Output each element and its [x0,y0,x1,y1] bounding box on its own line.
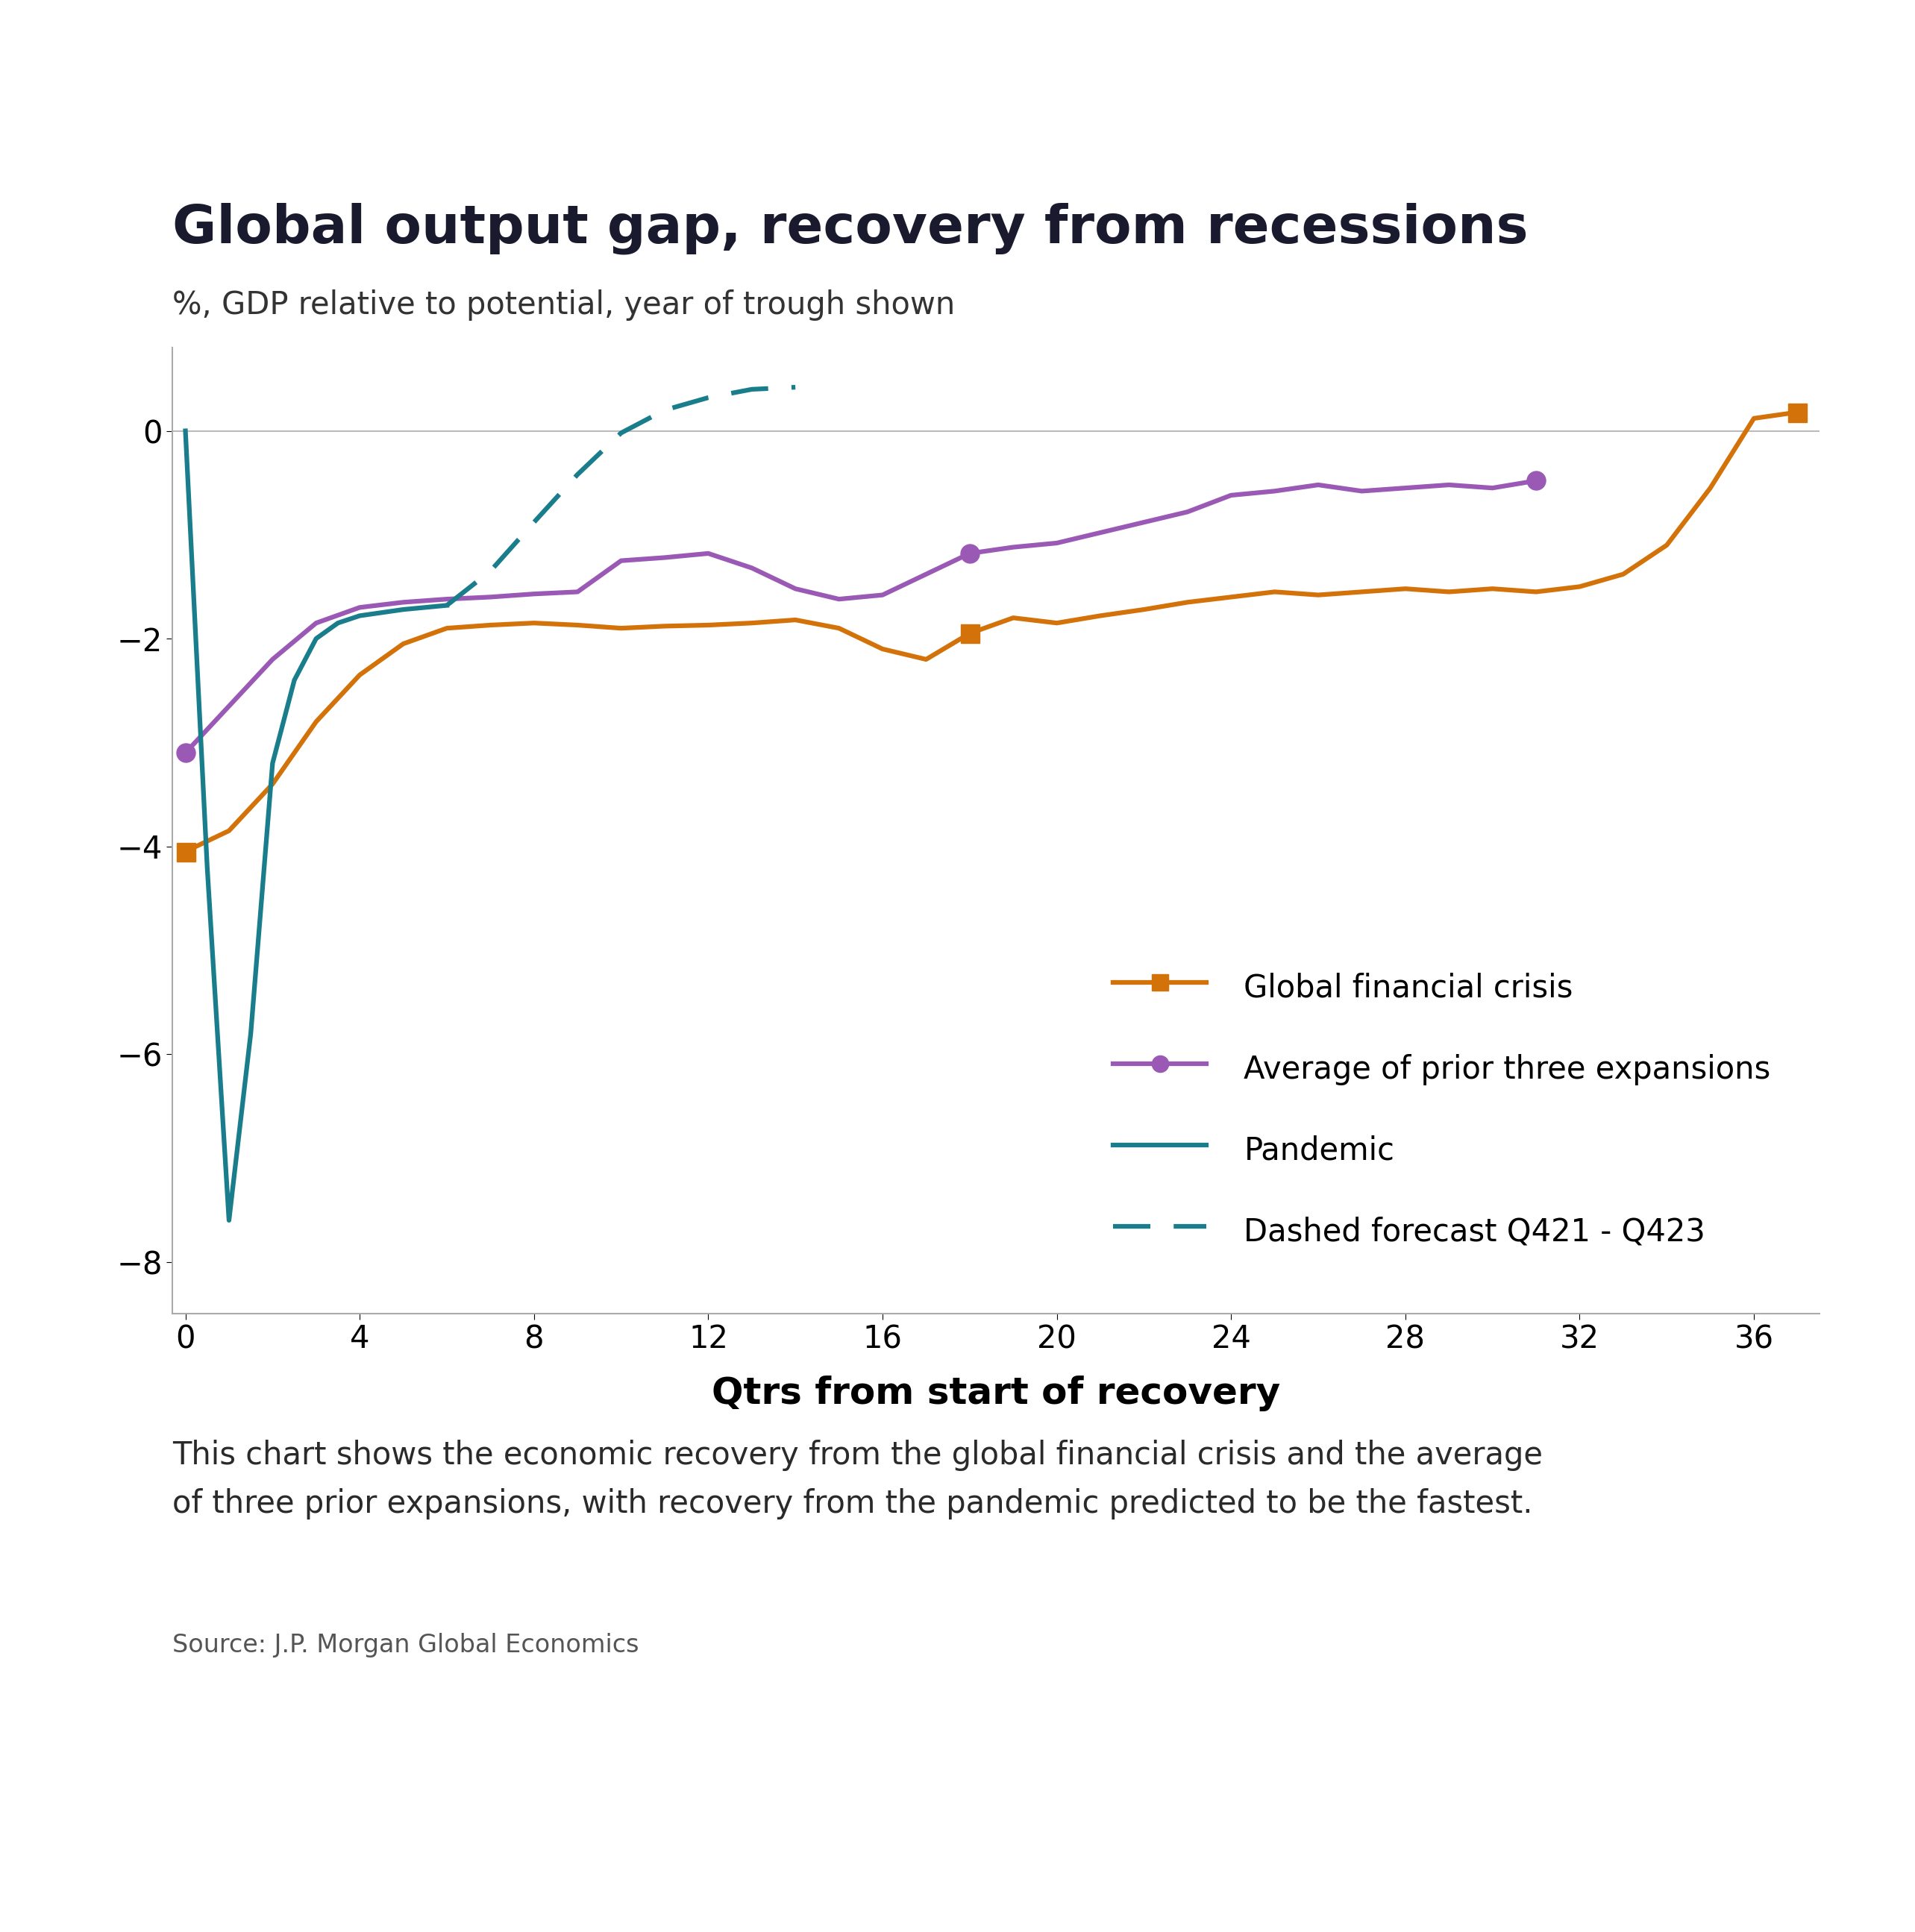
Legend: Global financial crisis, Average of prior three expansions, Pandemic, Dashed for: Global financial crisis, Average of prio… [1113,968,1771,1250]
X-axis label: Qtrs from start of recovery: Qtrs from start of recovery [712,1376,1279,1412]
Text: Global output gap, recovery from recessions: Global output gap, recovery from recessi… [172,203,1528,255]
Text: Source: J.P. Morgan Global Economics: Source: J.P. Morgan Global Economics [172,1633,640,1658]
Text: %, GDP relative to potential, year of trough shown: %, GDP relative to potential, year of tr… [172,290,956,321]
Text: This chart shows the economic recovery from the global financial crisis and the : This chart shows the economic recovery f… [172,1439,1543,1519]
